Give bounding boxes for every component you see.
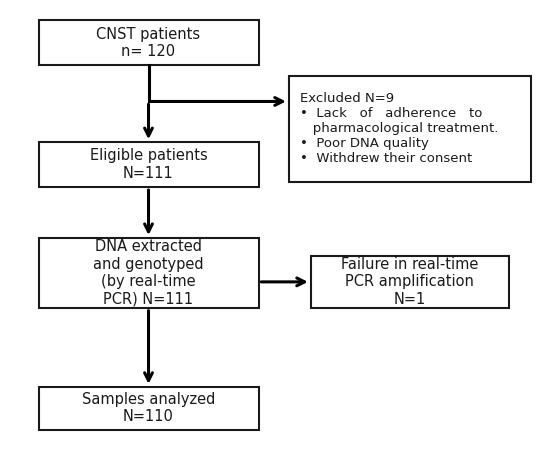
Text: DNA extracted
and genotyped
(by real-time
PCR) N=111: DNA extracted and genotyped (by real-tim…: [93, 239, 204, 307]
Text: CNST patients
n= 120: CNST patients n= 120: [96, 27, 201, 59]
Text: Eligible patients
N=111: Eligible patients N=111: [90, 148, 207, 181]
FancyBboxPatch shape: [39, 20, 258, 65]
Text: Samples analyzed
N=110: Samples analyzed N=110: [82, 392, 215, 424]
Text: Excluded N=9
•  Lack   of   adherence   to
   pharmacological treatment.
•  Poor: Excluded N=9 • Lack of adherence to phar…: [300, 92, 498, 165]
FancyBboxPatch shape: [311, 256, 509, 308]
FancyBboxPatch shape: [39, 238, 258, 308]
FancyBboxPatch shape: [39, 142, 258, 187]
FancyBboxPatch shape: [39, 387, 258, 429]
Text: Failure in real-time
PCR amplification
N=1: Failure in real-time PCR amplification N…: [341, 257, 478, 307]
FancyBboxPatch shape: [289, 76, 531, 182]
